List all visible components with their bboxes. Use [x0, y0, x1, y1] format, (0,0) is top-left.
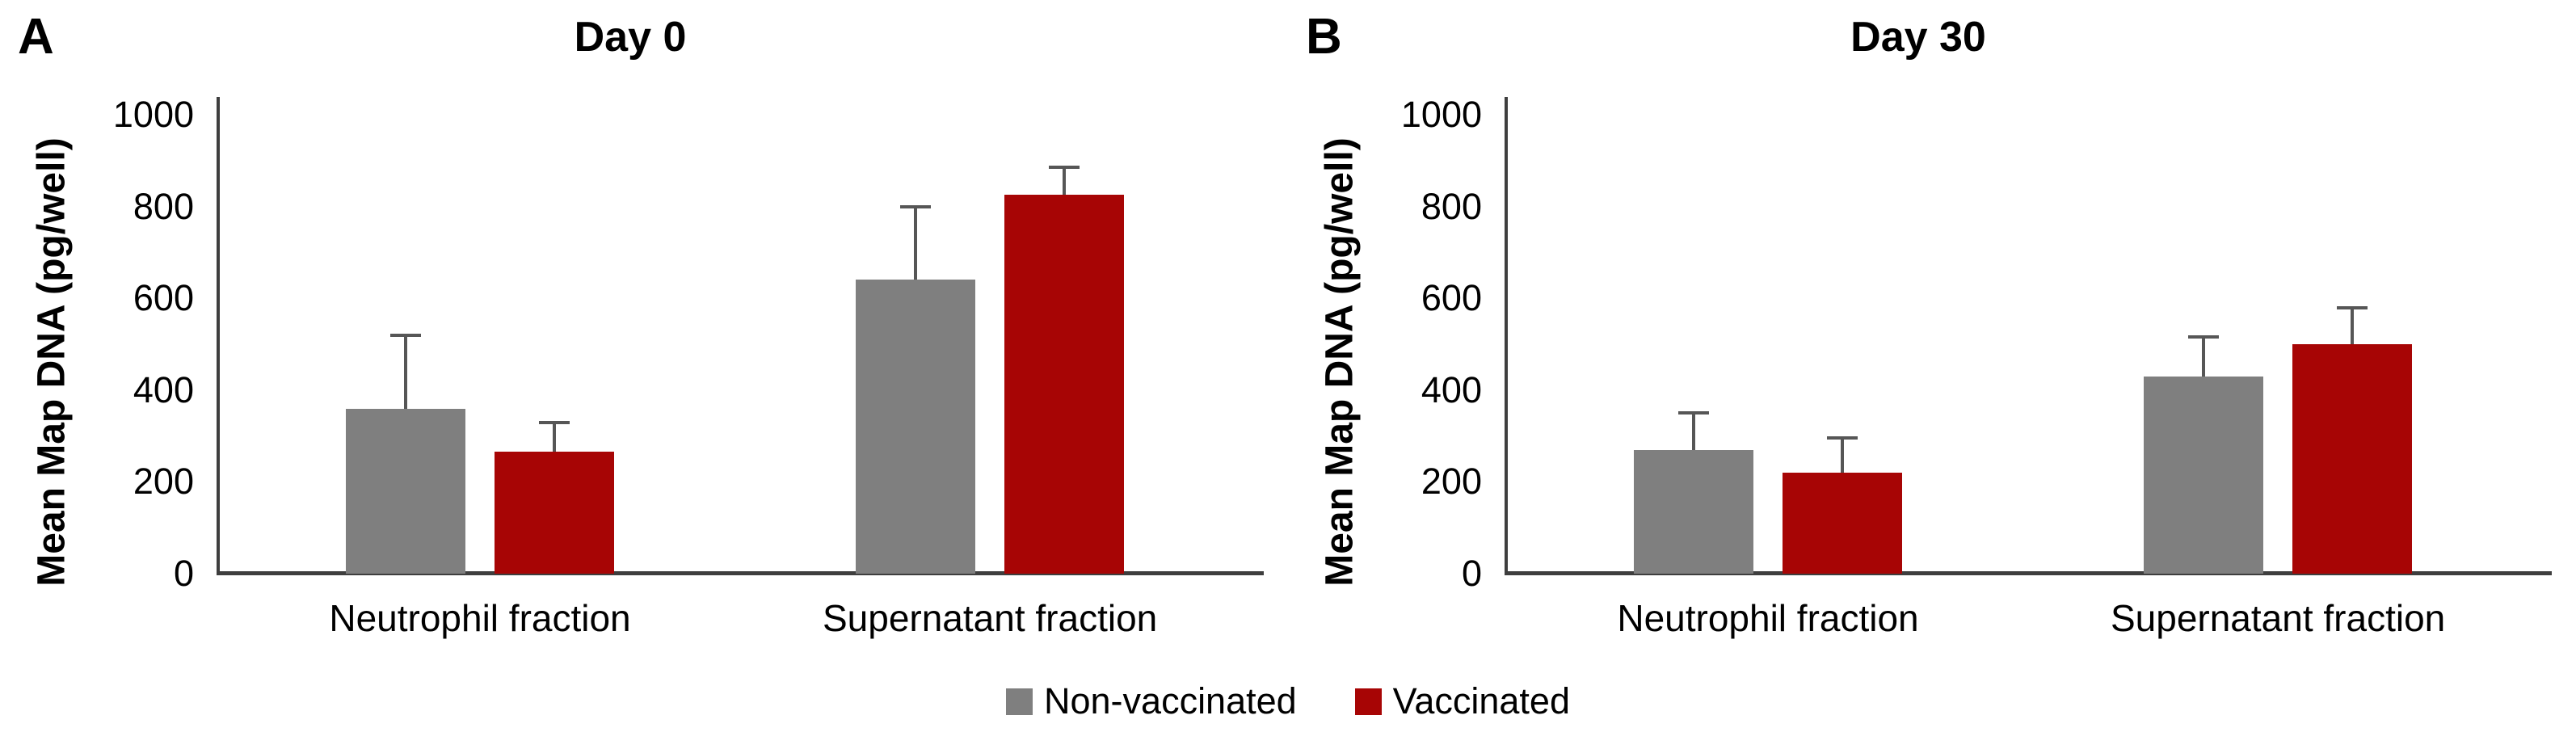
- bar-non_vaccinated: [856, 280, 976, 574]
- panel-title-day-30: Day 30: [1850, 14, 1986, 61]
- error-bar-cap: [2188, 335, 2220, 339]
- error-bar-cap: [900, 204, 932, 208]
- legend: Non-vaccinated Vaccinated: [0, 680, 2576, 722]
- legend-label-non-vaccinated: Non-vaccinated: [1044, 680, 1297, 722]
- y-tick-label: 0: [1461, 553, 1482, 594]
- error-bar-cap: [1827, 436, 1858, 440]
- plot-area: 0 200 400 600 800 1000 Neutrophil fraction Supe…: [1288, 0, 2576, 749]
- y-tick-label: 600: [1421, 277, 1482, 319]
- error-bar-cap: [1678, 411, 1709, 415]
- plot-area: 0 200 400 600 800 1000 Neutrophil fraction Supe…: [112, 94, 1264, 639]
- legend-swatch-non-vaccinated-icon: [1006, 688, 1033, 715]
- error-bar: [2202, 337, 2206, 377]
- y-axis-line: [217, 97, 220, 575]
- category-label: Supernatant fraction: [2110, 597, 2446, 639]
- y-axis-line: [1505, 97, 1508, 575]
- legend-item-non-vaccinated: Non-vaccinated: [1006, 680, 1297, 722]
- y-tick-label: 200: [1421, 461, 1482, 503]
- error-bar: [1063, 167, 1067, 196]
- legend-swatch-vaccinated-icon: [1354, 688, 1382, 715]
- category-label: Supernatant fraction: [822, 597, 1158, 639]
- bar-vaccinated: [1004, 195, 1125, 574]
- y-tick-label: 800: [133, 185, 194, 227]
- error-bar: [1692, 413, 1695, 450]
- panel-day-30: B Day 30 Mean Map DNA (pg/well) 0 200 400 6…: [1288, 0, 2576, 749]
- error-bar-cap: [539, 420, 570, 424]
- error-bar-cap: [1049, 166, 1080, 170]
- panel-day-0: A Day 0 Mean Map DNA (pg/well) 0 200 400 60…: [18, 9, 1264, 639]
- bar-non_vaccinated: [1634, 449, 1753, 574]
- category-label: Neutrophil fraction: [1617, 597, 1919, 639]
- legend-label-vaccinated: Vaccinated: [1392, 680, 1570, 722]
- panel-letter-b: B: [1306, 9, 1342, 65]
- x-axis-line: [217, 571, 1264, 575]
- bar-vaccinated: [495, 452, 614, 574]
- error-bar: [914, 206, 918, 280]
- error-bar: [2351, 307, 2355, 344]
- category-label: Neutrophil fraction: [329, 597, 631, 639]
- y-tick-label: 200: [133, 461, 194, 503]
- bar-non_vaccinated: [2144, 376, 2264, 574]
- error-bar: [404, 335, 407, 409]
- error-bar: [553, 422, 556, 452]
- legend-item-vaccinated: Vaccinated: [1354, 680, 1570, 722]
- panel-letter-a: A: [18, 9, 54, 65]
- error-bar: [1841, 438, 1844, 473]
- y-tick-label: 800: [1421, 185, 1482, 227]
- bar-non_vaccinated: [346, 408, 465, 574]
- y-tick-label: 0: [173, 553, 194, 594]
- y-tick-label: 600: [133, 277, 194, 319]
- x-axis-line: [1505, 571, 2552, 575]
- bar-vaccinated: [2292, 344, 2413, 574]
- panel-title-day-0: Day 0: [574, 14, 687, 61]
- y-tick-label: 400: [133, 368, 194, 410]
- y-tick-label: 400: [1421, 368, 1482, 410]
- error-bar-cap: [2337, 305, 2368, 309]
- y-tick-label: 1000: [112, 94, 194, 135]
- error-bar-cap: [390, 333, 421, 337]
- bar-vaccinated: [1783, 473, 1902, 574]
- y-tick-label: 1000: [1400, 94, 1482, 135]
